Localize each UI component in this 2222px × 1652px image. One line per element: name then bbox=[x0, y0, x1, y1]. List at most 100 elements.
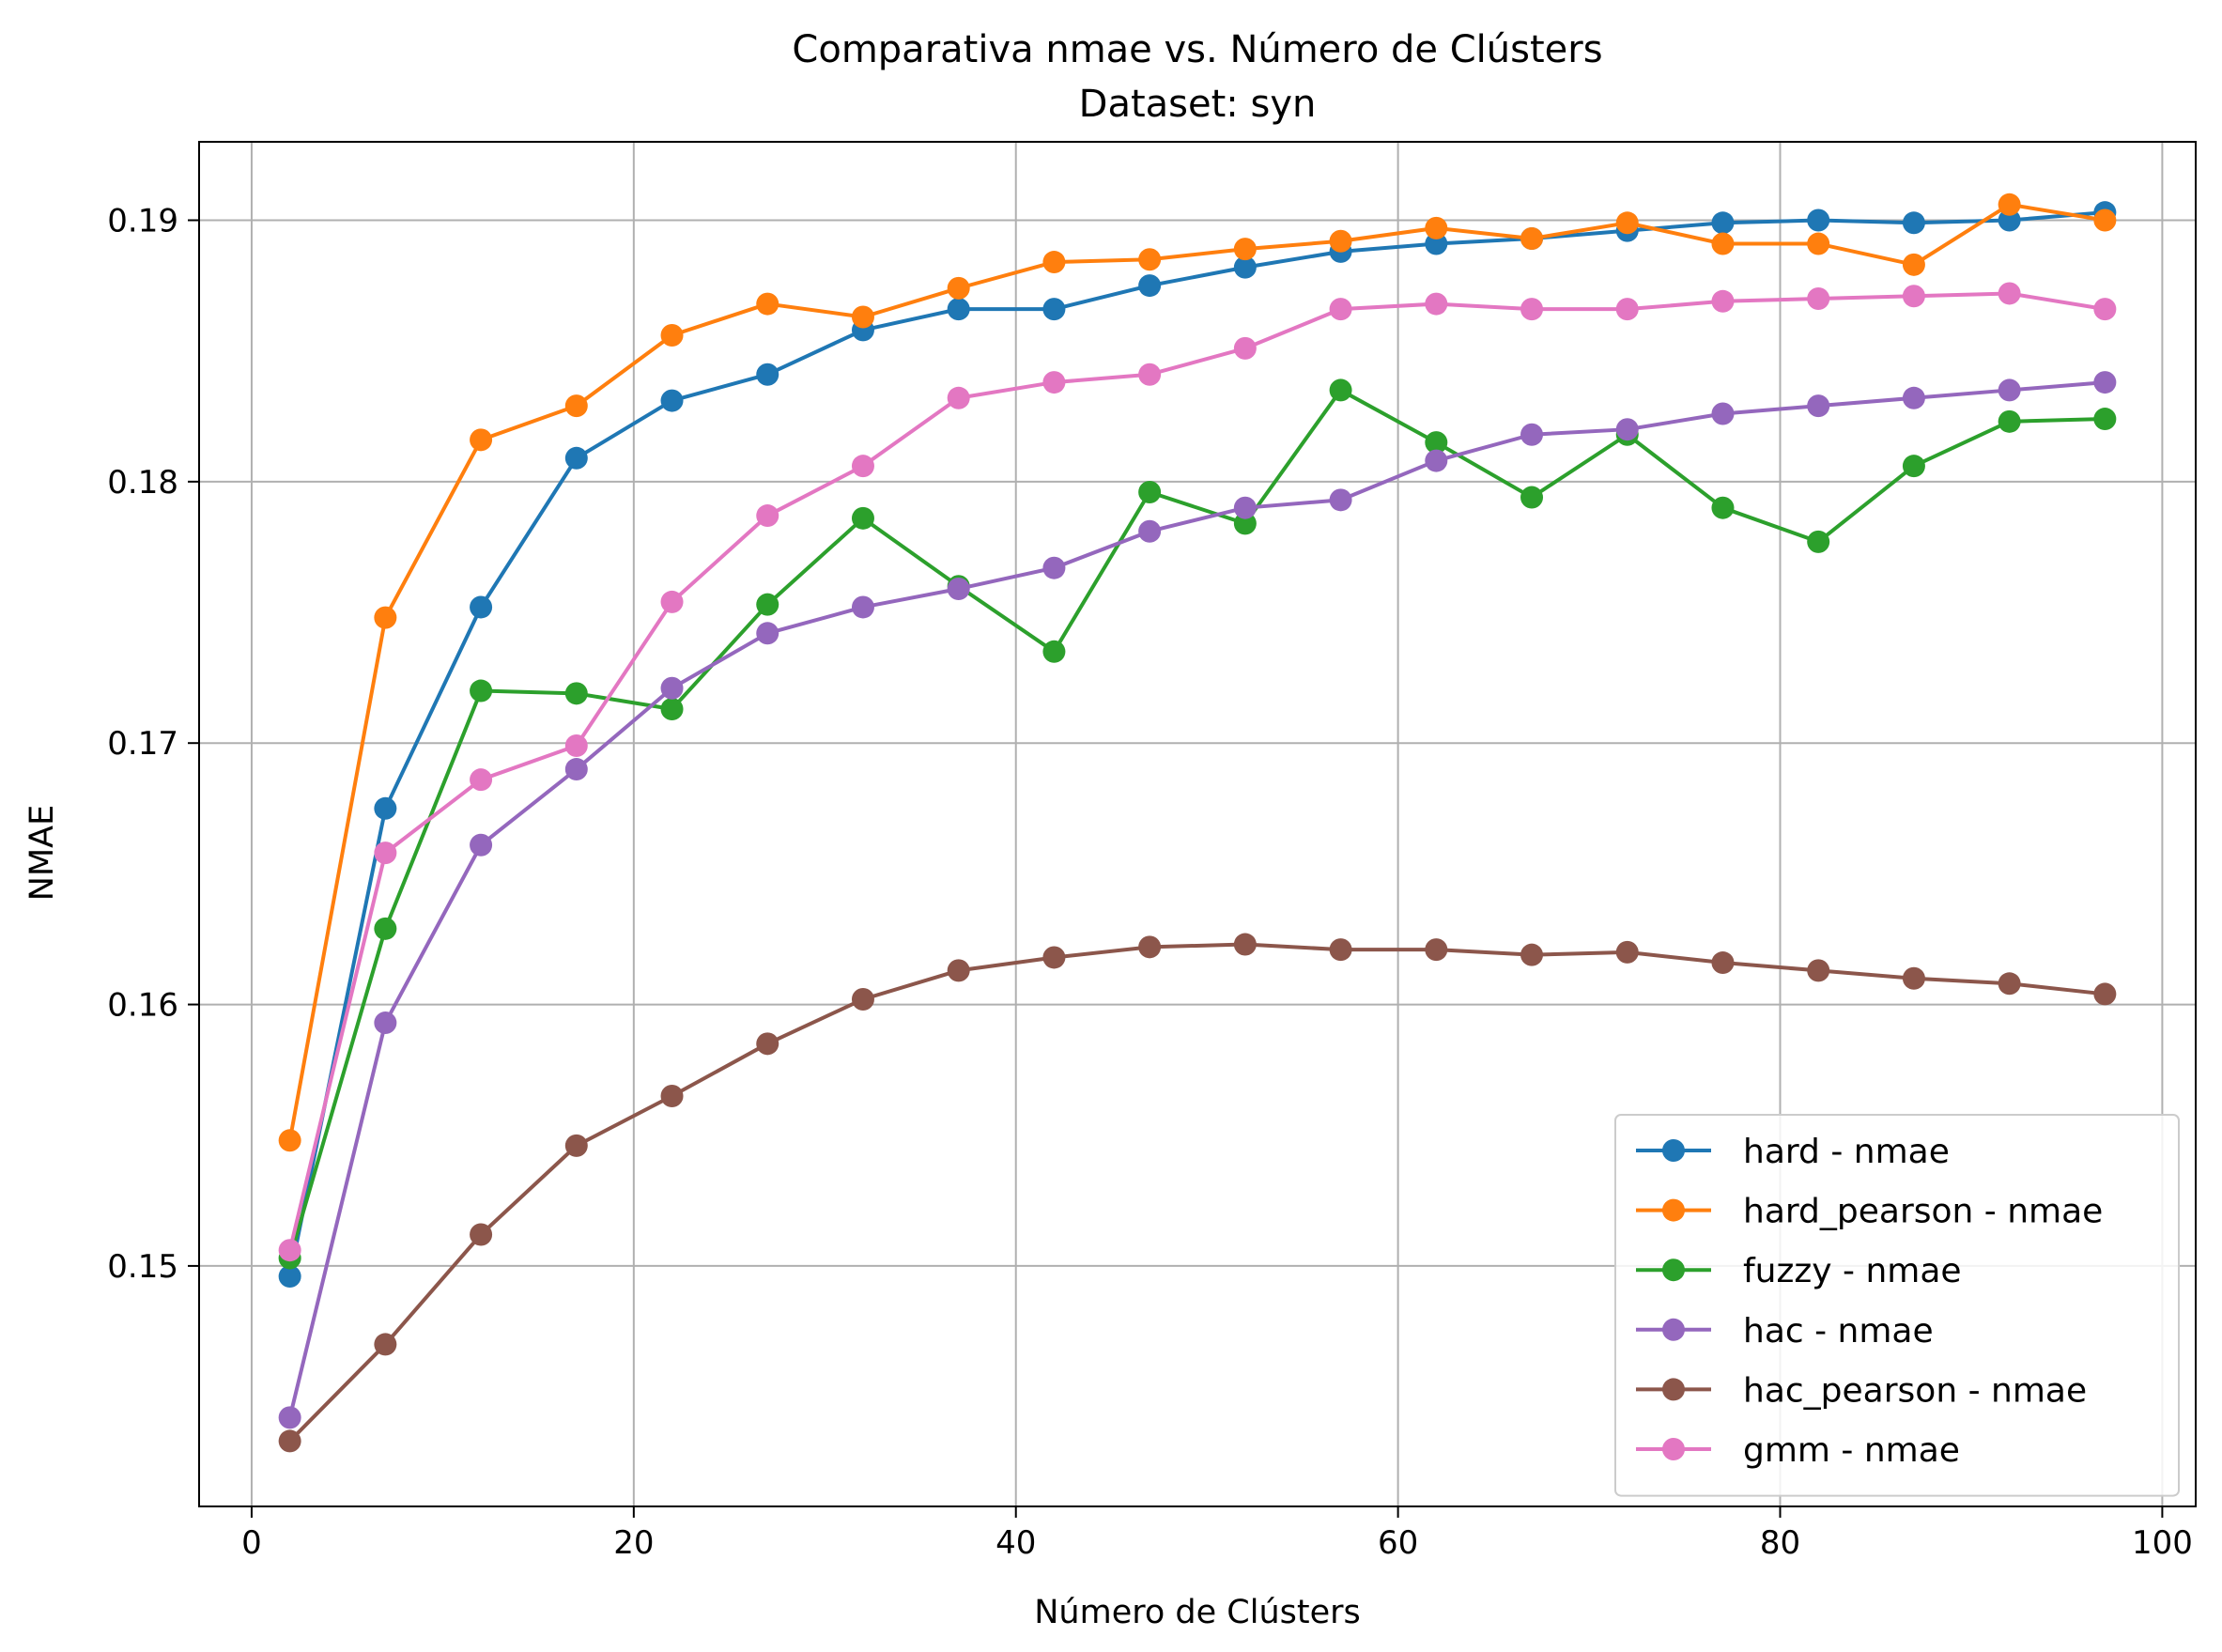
legend-item: hac_pearson - nmae bbox=[1636, 1371, 2087, 1410]
data-point bbox=[2093, 408, 2117, 431]
data-point bbox=[1329, 229, 1352, 253]
series-line bbox=[287, 210, 2106, 1277]
data-point bbox=[374, 841, 397, 865]
data-point bbox=[1138, 519, 1162, 543]
data-point bbox=[470, 833, 493, 857]
series-hac-pearson-nmae bbox=[278, 933, 2117, 1453]
data-point bbox=[564, 733, 588, 757]
data-point bbox=[1138, 248, 1162, 271]
data-point bbox=[470, 768, 493, 792]
series-line bbox=[287, 202, 2106, 1141]
legend-marker bbox=[1662, 1198, 1685, 1222]
data-point bbox=[2093, 371, 2117, 394]
plot-frame bbox=[198, 141, 2197, 1507]
data-point bbox=[1042, 371, 1066, 394]
x-tick-label: 20 bbox=[613, 1524, 654, 1562]
data-point bbox=[2093, 208, 2117, 232]
data-point bbox=[564, 1134, 588, 1157]
data-point bbox=[1902, 253, 1925, 276]
data-point bbox=[1902, 455, 1925, 478]
data-point bbox=[1233, 238, 1257, 261]
y-tick-label: 0.15 bbox=[107, 1248, 178, 1286]
legend-label: fuzzy - nmae bbox=[1743, 1252, 1962, 1290]
data-point bbox=[1233, 336, 1257, 360]
data-point bbox=[1807, 530, 1830, 553]
data-point bbox=[947, 959, 970, 982]
data-point bbox=[278, 1429, 301, 1453]
data-point bbox=[278, 1265, 301, 1289]
data-point bbox=[1233, 512, 1257, 535]
data-point bbox=[278, 1239, 301, 1262]
legend-item: gmm - nmae bbox=[1636, 1431, 1960, 1470]
legend-item: hard - nmae bbox=[1636, 1133, 1950, 1171]
series-line bbox=[287, 380, 2106, 1418]
data-point bbox=[1042, 556, 1066, 579]
data-point bbox=[1042, 298, 1066, 321]
legend-item: hard_pearson - nmae bbox=[1636, 1193, 2103, 1231]
y-tick-label: 0.18 bbox=[107, 464, 178, 502]
data-point bbox=[1329, 298, 1352, 321]
data-point bbox=[756, 1032, 779, 1056]
data-point bbox=[1807, 959, 1830, 982]
legend-item: hac - nmae bbox=[1636, 1312, 1934, 1351]
data-point bbox=[564, 682, 588, 705]
legend-label: hard - nmae bbox=[1743, 1133, 1950, 1171]
data-point bbox=[1329, 488, 1352, 512]
series-line bbox=[288, 942, 2106, 1443]
data-point bbox=[756, 622, 779, 645]
legend-label: gmm - nmae bbox=[1743, 1431, 1960, 1470]
data-point bbox=[756, 593, 779, 616]
data-point bbox=[1998, 193, 2021, 216]
data-point bbox=[374, 606, 397, 629]
legend-marker bbox=[1662, 1139, 1685, 1162]
data-point bbox=[851, 506, 874, 530]
data-point bbox=[1138, 274, 1162, 298]
data-point bbox=[374, 917, 397, 940]
data-point bbox=[947, 386, 970, 409]
data-point bbox=[1807, 287, 1830, 311]
data-point bbox=[1138, 363, 1162, 386]
data-point bbox=[278, 1406, 301, 1429]
data-point bbox=[1998, 972, 2021, 996]
y-tick-label: 0.17 bbox=[107, 725, 178, 763]
data-point bbox=[564, 446, 588, 470]
data-point bbox=[1615, 211, 1639, 235]
data-point bbox=[660, 590, 684, 613]
data-point bbox=[1520, 423, 1544, 446]
x-axis-label: Número de Clústers bbox=[1034, 1594, 1361, 1631]
axis-ticks: 0 20 40 60 80 100 0.15 0.16 0.17 0.18 0.19 bbox=[107, 203, 2193, 1562]
data-point bbox=[564, 394, 588, 418]
data-point bbox=[1711, 402, 1735, 425]
data-point bbox=[1425, 431, 1448, 455]
data-point bbox=[851, 987, 874, 1011]
data-point bbox=[470, 679, 493, 702]
data-point bbox=[1902, 966, 1925, 990]
data-point bbox=[1902, 285, 1925, 308]
chart-title: Comparativa nmae vs. Número de Clústers bbox=[792, 28, 1602, 71]
data-point bbox=[756, 363, 779, 386]
data-point bbox=[1615, 298, 1639, 321]
legend-label: hard_pearson - nmae bbox=[1743, 1193, 2103, 1231]
data-point bbox=[1425, 292, 1448, 316]
data-point bbox=[374, 1011, 397, 1035]
data-point bbox=[947, 298, 970, 321]
series-hard-pearson-nmae bbox=[278, 193, 2117, 1152]
legend-label: hac_pearson - nmae bbox=[1743, 1371, 2087, 1410]
data-point bbox=[1902, 386, 1925, 409]
series-line bbox=[287, 291, 2106, 1251]
y-tick-label: 0.16 bbox=[107, 987, 178, 1025]
data-point bbox=[470, 595, 493, 619]
data-point bbox=[1329, 938, 1352, 962]
data-point bbox=[660, 1084, 684, 1107]
data-point bbox=[947, 577, 970, 600]
data-point bbox=[1711, 211, 1735, 235]
x-tick-label: 60 bbox=[1378, 1524, 1418, 1562]
data-point bbox=[1711, 951, 1735, 975]
data-point bbox=[756, 504, 779, 528]
data-point bbox=[1807, 232, 1830, 255]
data-point bbox=[1233, 933, 1257, 956]
data-point bbox=[1807, 394, 1830, 418]
data-point bbox=[1042, 640, 1066, 663]
